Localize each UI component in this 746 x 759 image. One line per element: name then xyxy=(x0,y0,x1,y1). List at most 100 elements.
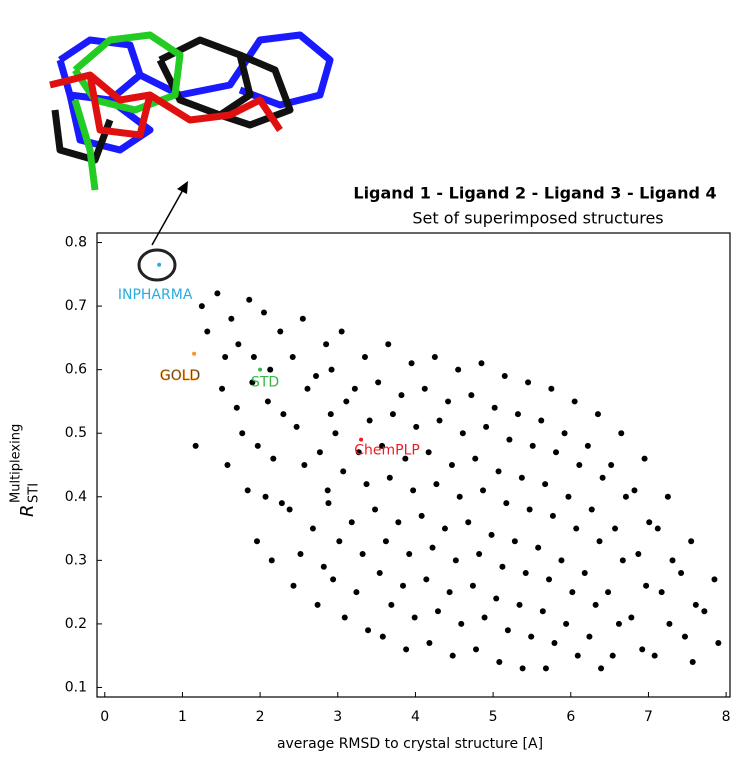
point xyxy=(517,602,523,608)
x-tick-label: 6 xyxy=(566,709,575,725)
x-tick-label: 7 xyxy=(644,709,653,725)
point xyxy=(301,462,307,468)
point xyxy=(465,519,471,525)
point xyxy=(600,475,606,481)
point xyxy=(542,481,548,487)
point xyxy=(332,430,338,436)
point xyxy=(251,354,257,360)
point xyxy=(412,615,418,621)
point xyxy=(323,341,329,347)
point xyxy=(255,443,261,449)
point xyxy=(642,456,648,462)
point xyxy=(263,494,269,500)
point xyxy=(339,329,345,335)
point xyxy=(512,538,518,544)
point xyxy=(403,646,409,652)
point xyxy=(598,665,604,671)
y-tick-label: 0.1 xyxy=(65,679,87,695)
point xyxy=(254,538,260,544)
point xyxy=(586,634,592,640)
point xyxy=(652,653,658,659)
point xyxy=(551,640,557,646)
point xyxy=(330,576,336,582)
point xyxy=(291,583,297,589)
point xyxy=(618,430,624,436)
x-tick-label: 0 xyxy=(100,709,109,725)
point xyxy=(525,379,531,385)
point xyxy=(468,392,474,398)
point xyxy=(562,430,568,436)
point xyxy=(643,583,649,589)
point xyxy=(639,646,645,652)
point xyxy=(375,379,381,385)
point xyxy=(234,405,240,411)
point xyxy=(432,354,438,360)
point xyxy=(219,386,225,392)
point xyxy=(565,494,571,500)
y-axis-title: R Multiplexing STI xyxy=(9,424,42,517)
point xyxy=(457,494,463,500)
point xyxy=(419,513,425,519)
point xyxy=(597,538,603,544)
x-tick-label: 8 xyxy=(722,709,731,725)
point xyxy=(489,532,495,538)
x-tick-label: 1 xyxy=(178,709,187,725)
point xyxy=(540,608,546,614)
point xyxy=(313,373,319,379)
point xyxy=(472,456,478,462)
point xyxy=(385,341,391,347)
point xyxy=(270,456,276,462)
y-title-sup: Multiplexing xyxy=(9,424,24,503)
point xyxy=(688,538,694,544)
point xyxy=(496,659,502,665)
point xyxy=(528,634,534,640)
arrow xyxy=(152,188,184,245)
point xyxy=(325,500,331,506)
point xyxy=(503,500,509,506)
point xyxy=(267,367,273,373)
y-tick-label: 0.7 xyxy=(65,298,87,314)
point xyxy=(505,627,511,633)
point xyxy=(573,526,579,532)
highlight-label: ChemPLP xyxy=(354,443,420,459)
y-tick-label: 0.5 xyxy=(65,425,87,441)
point xyxy=(395,519,401,525)
point xyxy=(678,570,684,576)
point xyxy=(499,564,505,570)
point xyxy=(575,653,581,659)
highlight-label: STD xyxy=(251,375,279,391)
point xyxy=(665,494,671,500)
highlight-label: INPHARMA xyxy=(118,287,193,303)
point xyxy=(409,360,415,366)
point xyxy=(279,500,285,506)
point xyxy=(616,621,622,627)
y-tick-label: 0.4 xyxy=(65,489,87,505)
point xyxy=(523,570,529,576)
point xyxy=(496,468,502,474)
point xyxy=(340,468,346,474)
point xyxy=(515,411,521,417)
title: Ligand 1 - Ligand 2 - Ligand 3 - Ligand … xyxy=(353,184,716,203)
point xyxy=(269,557,275,563)
point xyxy=(563,621,569,627)
point xyxy=(365,627,371,633)
point xyxy=(450,653,456,659)
point xyxy=(623,494,629,500)
point xyxy=(470,583,476,589)
point xyxy=(280,411,286,417)
point xyxy=(277,329,283,335)
point xyxy=(228,316,234,322)
point xyxy=(538,418,544,424)
point xyxy=(265,398,271,404)
point xyxy=(482,615,488,621)
point xyxy=(239,430,245,436)
point xyxy=(447,589,453,595)
point xyxy=(473,646,479,652)
molecule-image xyxy=(50,35,330,190)
chart: Ligand 1 - Ligand 2 - Ligand 3 - Ligand … xyxy=(0,0,746,755)
point xyxy=(300,316,306,322)
point xyxy=(445,398,451,404)
point xyxy=(535,545,541,551)
point xyxy=(519,475,525,481)
point xyxy=(290,354,296,360)
